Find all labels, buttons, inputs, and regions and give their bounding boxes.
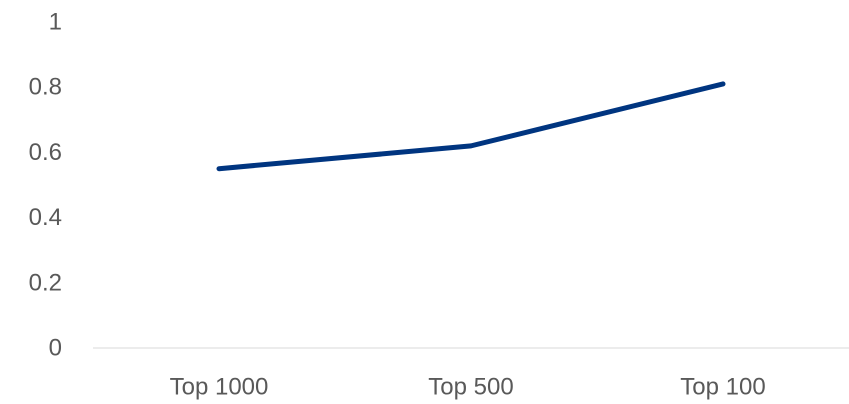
y-tick-label: 0.2 xyxy=(29,269,62,296)
y-tick-label: 0.6 xyxy=(29,139,62,166)
y-tick-label: 1 xyxy=(49,9,62,36)
y-tick-label: 0 xyxy=(49,335,62,362)
x-tick-label: Top 1000 xyxy=(170,374,269,401)
x-tick-label: Top 500 xyxy=(428,374,513,401)
x-axis: Top 1000 Top 500 Top 100 xyxy=(170,374,766,401)
y-axis: 0 0.2 0.4 0.6 0.8 1 xyxy=(29,9,62,362)
series-layer xyxy=(216,81,726,172)
y-tick-label: 0.4 xyxy=(29,204,62,231)
series-line xyxy=(216,81,726,172)
y-tick-label: 0.8 xyxy=(29,74,62,101)
x-tick-label: Top 100 xyxy=(680,374,765,401)
